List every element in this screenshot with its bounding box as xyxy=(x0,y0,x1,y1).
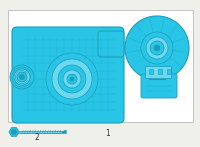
Text: 1: 1 xyxy=(106,130,110,138)
Circle shape xyxy=(46,53,98,105)
Circle shape xyxy=(58,65,86,93)
FancyBboxPatch shape xyxy=(12,27,124,123)
Circle shape xyxy=(146,37,168,59)
Circle shape xyxy=(154,45,160,51)
FancyBboxPatch shape xyxy=(98,31,124,57)
Circle shape xyxy=(63,70,81,88)
Circle shape xyxy=(67,74,77,84)
FancyBboxPatch shape xyxy=(167,69,171,74)
Polygon shape xyxy=(62,131,66,133)
Circle shape xyxy=(141,32,173,64)
Circle shape xyxy=(70,77,74,81)
FancyBboxPatch shape xyxy=(158,69,162,74)
Polygon shape xyxy=(9,128,19,136)
Circle shape xyxy=(17,72,27,82)
FancyBboxPatch shape xyxy=(145,66,171,78)
FancyBboxPatch shape xyxy=(8,10,193,122)
Circle shape xyxy=(14,69,30,85)
Circle shape xyxy=(150,41,164,55)
Text: 2: 2 xyxy=(35,132,39,142)
Polygon shape xyxy=(11,129,17,135)
Circle shape xyxy=(20,75,25,80)
Circle shape xyxy=(52,59,92,99)
Circle shape xyxy=(10,65,34,89)
FancyBboxPatch shape xyxy=(149,69,153,74)
Polygon shape xyxy=(125,16,189,79)
FancyBboxPatch shape xyxy=(141,74,177,98)
